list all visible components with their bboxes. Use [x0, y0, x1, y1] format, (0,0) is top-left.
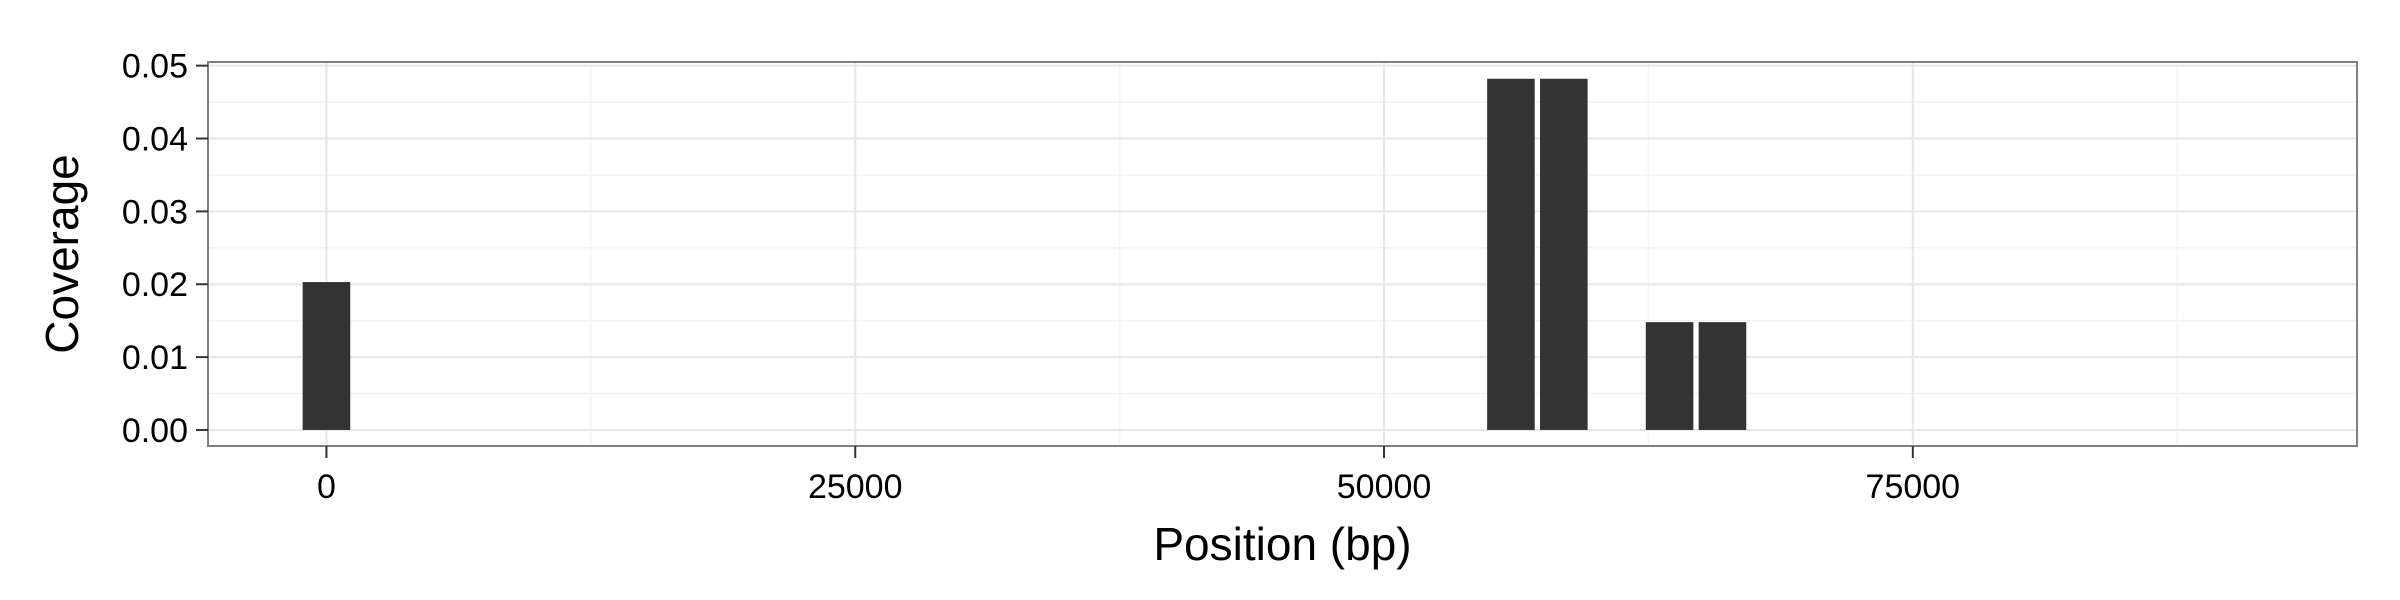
- y-tick-label: 0.03: [122, 193, 188, 231]
- x-axis-title: Position (bp): [1153, 518, 1411, 570]
- y-tick-label: 0.05: [122, 48, 188, 86]
- panel-border: [207, 61, 2358, 447]
- y-axis: 0.00 0.01 0.02 0.03 0.04 0.05: [122, 48, 208, 450]
- bars: [302, 78, 1747, 430]
- x-tick-label: 50000: [1337, 468, 1432, 506]
- x-tick-label: 0: [317, 468, 336, 506]
- y-tick-label: 0.02: [122, 266, 188, 304]
- grid-lines: [208, 62, 2357, 446]
- bar: [1487, 78, 1535, 430]
- x-tick-label: 25000: [808, 468, 903, 506]
- x-axis: 0 25000 50000 75000: [317, 446, 1960, 506]
- y-tick-label: 0.00: [122, 412, 188, 450]
- y-tick-label: 0.04: [122, 121, 188, 159]
- panel-background: [208, 62, 2357, 446]
- bar: [302, 282, 351, 430]
- x-tick-label: 75000: [1866, 468, 1961, 506]
- y-tick-label: 0.01: [122, 339, 188, 377]
- bar: [1540, 78, 1588, 430]
- y-axis-title: Coverage: [36, 154, 88, 353]
- bar: [1645, 322, 1694, 430]
- bar: [1698, 322, 1747, 430]
